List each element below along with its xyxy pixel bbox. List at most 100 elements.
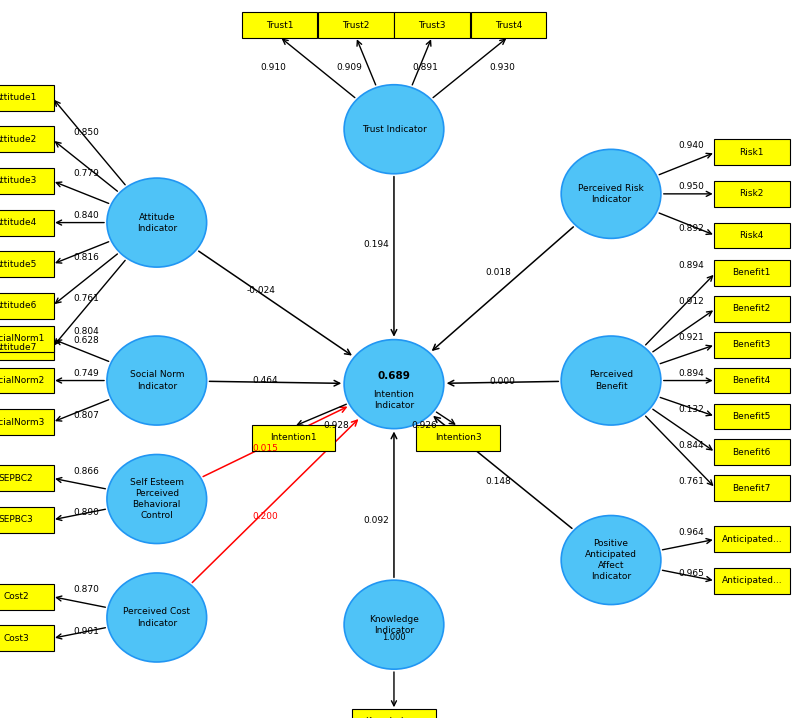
FancyBboxPatch shape: [0, 625, 54, 651]
Text: 0.964: 0.964: [678, 528, 703, 536]
Circle shape: [344, 340, 443, 429]
Text: 0.015: 0.015: [252, 444, 278, 453]
FancyBboxPatch shape: [0, 168, 54, 194]
FancyBboxPatch shape: [241, 12, 316, 38]
Text: SocialNorm2: SocialNorm2: [0, 376, 45, 385]
Text: Self Esteem
Perceived
Behavioral
Control: Self Esteem Perceived Behavioral Control: [129, 478, 184, 520]
Text: 0.890: 0.890: [73, 508, 99, 517]
FancyBboxPatch shape: [318, 12, 393, 38]
Text: 0.194: 0.194: [363, 240, 389, 248]
FancyBboxPatch shape: [0, 507, 54, 533]
Text: 0.912: 0.912: [678, 297, 703, 306]
Text: Trust4: Trust4: [494, 21, 522, 29]
Text: Cost2: Cost2: [3, 592, 29, 601]
Text: 0.844: 0.844: [678, 441, 703, 449]
Text: Anticipated...: Anticipated...: [720, 535, 781, 544]
Text: Benefit1: Benefit1: [732, 269, 770, 277]
Text: 0.928: 0.928: [323, 421, 349, 429]
Text: Intention
Indicator: Intention Indicator: [373, 390, 414, 410]
Text: 0.628: 0.628: [73, 336, 99, 345]
Text: 0.850: 0.850: [73, 128, 99, 136]
Text: 0.921: 0.921: [678, 333, 703, 342]
FancyBboxPatch shape: [713, 260, 789, 286]
FancyBboxPatch shape: [0, 326, 54, 352]
Text: 0.779: 0.779: [73, 169, 99, 178]
Text: 0.464: 0.464: [252, 376, 278, 385]
Text: -0.024: -0.024: [247, 286, 275, 295]
Text: Intention1: Intention1: [270, 434, 316, 442]
Text: 0.200: 0.200: [252, 513, 278, 521]
Text: Perceived Risk
Indicator: Perceived Risk Indicator: [577, 184, 643, 204]
Text: 0.909: 0.909: [336, 63, 362, 73]
Text: 0.894: 0.894: [678, 369, 703, 378]
Text: 0.940: 0.940: [678, 141, 703, 149]
FancyBboxPatch shape: [713, 475, 789, 501]
Circle shape: [560, 516, 660, 605]
Text: Intention3: Intention3: [434, 434, 481, 442]
Text: 0.092: 0.092: [363, 516, 389, 525]
Text: Attitude1: Attitude1: [0, 93, 37, 102]
FancyBboxPatch shape: [251, 425, 335, 451]
Text: Attitude6: Attitude6: [0, 302, 37, 310]
Circle shape: [107, 454, 206, 544]
FancyBboxPatch shape: [393, 12, 469, 38]
FancyBboxPatch shape: [416, 425, 499, 451]
Circle shape: [344, 85, 443, 174]
Text: 0.930: 0.930: [488, 63, 515, 73]
FancyBboxPatch shape: [0, 85, 54, 111]
Text: 0.891: 0.891: [412, 63, 438, 73]
Text: Attitude3: Attitude3: [0, 177, 37, 185]
Text: 0.950: 0.950: [678, 182, 703, 191]
FancyBboxPatch shape: [713, 223, 789, 248]
Text: 0.018: 0.018: [485, 269, 511, 277]
FancyBboxPatch shape: [0, 293, 54, 319]
Text: 0.901: 0.901: [73, 627, 99, 635]
FancyBboxPatch shape: [713, 181, 789, 207]
Text: 0.870: 0.870: [73, 585, 99, 594]
FancyBboxPatch shape: [0, 126, 54, 152]
Text: Attitude4: Attitude4: [0, 218, 37, 227]
Text: Positive
Anticipated
Affect
Indicator: Positive Anticipated Affect Indicator: [585, 539, 636, 581]
FancyBboxPatch shape: [713, 404, 789, 429]
FancyBboxPatch shape: [0, 251, 54, 277]
Text: 0.749: 0.749: [73, 369, 99, 378]
Circle shape: [560, 336, 660, 425]
Text: 0.926: 0.926: [411, 421, 437, 429]
Circle shape: [560, 149, 660, 238]
Text: 0.816: 0.816: [73, 253, 99, 261]
Text: Knowledge...: Knowledge...: [365, 717, 422, 718]
FancyBboxPatch shape: [352, 709, 435, 718]
FancyBboxPatch shape: [0, 465, 54, 491]
Circle shape: [107, 336, 206, 425]
Text: Trust3: Trust3: [418, 21, 446, 29]
Text: 0.807: 0.807: [73, 411, 99, 419]
Text: Benefit2: Benefit2: [732, 304, 770, 313]
FancyBboxPatch shape: [471, 12, 546, 38]
Text: 0.892: 0.892: [678, 224, 703, 233]
Text: SEPBC2: SEPBC2: [0, 474, 34, 482]
Text: Benefit3: Benefit3: [732, 340, 770, 349]
Text: 0.866: 0.866: [73, 467, 99, 475]
Text: SocialNorm1: SocialNorm1: [0, 335, 45, 343]
FancyBboxPatch shape: [713, 139, 789, 165]
Text: Attitude2: Attitude2: [0, 135, 37, 144]
Circle shape: [344, 580, 443, 669]
Text: Benefit4: Benefit4: [732, 376, 770, 385]
FancyBboxPatch shape: [713, 296, 789, 322]
Text: Attitude
Indicator: Attitude Indicator: [137, 213, 177, 233]
Text: Benefit7: Benefit7: [732, 484, 770, 493]
Text: Knowledge
Indicator: Knowledge Indicator: [369, 615, 418, 635]
Text: 0.000: 0.000: [489, 378, 515, 386]
Text: 0.689: 0.689: [377, 370, 410, 381]
FancyBboxPatch shape: [713, 332, 789, 358]
Text: Cost3: Cost3: [3, 634, 29, 643]
Text: 0.804: 0.804: [73, 327, 99, 336]
Text: 0.761: 0.761: [73, 294, 99, 303]
Text: 0.910: 0.910: [259, 63, 286, 73]
Text: Risk2: Risk2: [739, 190, 763, 198]
Text: Perceived
Benefit: Perceived Benefit: [589, 370, 632, 391]
Text: Attitude5: Attitude5: [0, 260, 37, 269]
Text: 0.840: 0.840: [73, 211, 99, 220]
Text: Trust Indicator: Trust Indicator: [361, 125, 426, 134]
Text: 0.132: 0.132: [678, 405, 703, 414]
